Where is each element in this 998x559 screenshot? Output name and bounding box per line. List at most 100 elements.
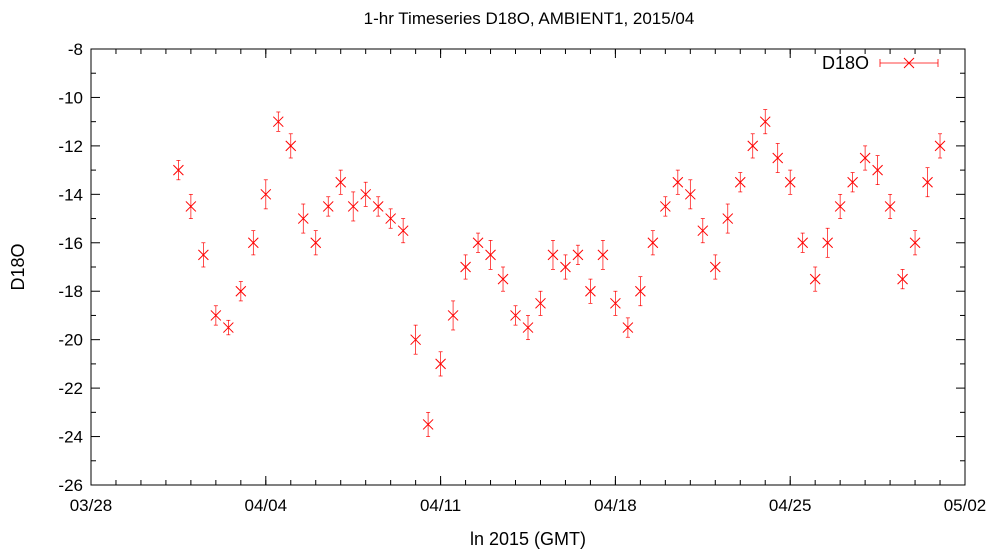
point-marker — [909, 237, 921, 249]
data-point — [672, 169, 684, 195]
data-point — [447, 300, 459, 331]
data-point — [422, 411, 434, 437]
point-marker — [322, 201, 334, 212]
data-point — [809, 266, 821, 292]
point-marker — [597, 249, 609, 261]
y-axis: -8 -10 -12 -14 -16 -18 -20 -22 -24 -26 — [58, 40, 965, 495]
legend: D18O — [822, 53, 939, 73]
y-tick-label: -14 — [58, 185, 83, 204]
data-point — [510, 305, 521, 326]
data-point — [622, 317, 634, 338]
legend-marker-d18o — [879, 57, 939, 69]
x-tick-label: 04/25 — [769, 496, 812, 515]
data-point — [260, 179, 272, 210]
point-marker — [672, 176, 684, 188]
plot-frame — [90, 48, 966, 486]
point-marker — [485, 249, 496, 261]
data-point — [647, 230, 659, 256]
legend-x — [903, 57, 915, 69]
point-marker — [173, 164, 184, 176]
point-marker — [510, 310, 521, 321]
y-tick-label: -24 — [58, 428, 83, 447]
point-marker — [847, 176, 858, 188]
x-axis: 03/28 04/04 04/11 04/18 04/25 05/02 — [70, 49, 986, 515]
point-marker — [809, 273, 821, 285]
point-marker — [435, 358, 446, 370]
data-point — [884, 193, 896, 219]
data-point — [185, 193, 197, 219]
data-point — [772, 143, 784, 173]
y-tick-label: -10 — [58, 88, 83, 107]
data-point — [198, 242, 209, 268]
data-point — [272, 111, 284, 132]
point-marker — [347, 201, 359, 212]
y-axis-label: D18O — [8, 243, 28, 290]
point-marker — [635, 285, 646, 297]
point-marker — [622, 322, 634, 333]
point-marker — [247, 237, 259, 249]
data-point — [335, 169, 347, 195]
point-marker — [759, 116, 771, 128]
point-marker — [697, 225, 709, 237]
chart-title: 1-hr Timeseries D18O, AMBIENT1, 2015/04 — [364, 9, 695, 28]
data-point — [173, 160, 184, 181]
data-point — [659, 196, 671, 217]
data-point — [697, 218, 709, 244]
point-marker — [372, 201, 384, 212]
point-marker — [310, 237, 322, 249]
data-point — [859, 145, 871, 171]
point-marker — [522, 322, 534, 333]
y-tick-label: -22 — [58, 379, 83, 398]
data-point — [297, 203, 309, 234]
data-point — [722, 203, 734, 234]
point-marker — [210, 310, 222, 321]
x-tick-label: 04/11 — [420, 496, 461, 515]
point-marker — [397, 225, 409, 237]
data-point — [610, 290, 621, 316]
point-marker — [747, 140, 759, 152]
data-point — [934, 133, 946, 159]
point-marker — [422, 419, 434, 430]
point-marker — [460, 261, 471, 273]
data-point — [747, 133, 759, 159]
y-tick-label: -18 — [58, 282, 83, 301]
point-marker — [647, 237, 659, 249]
point-marker — [260, 188, 272, 200]
point-marker — [572, 249, 584, 261]
data-point — [460, 254, 471, 280]
data-point — [585, 278, 596, 304]
x-tick-label: 04/18 — [594, 496, 637, 515]
point-marker — [410, 334, 421, 346]
point-marker — [722, 213, 734, 224]
data-point — [435, 351, 446, 377]
data-point — [410, 324, 421, 355]
point-marker — [610, 297, 621, 309]
plot-area-border — [90, 48, 966, 486]
x-tick-label: 03/28 — [70, 496, 113, 515]
point-marker — [272, 116, 284, 128]
data-point — [285, 133, 297, 159]
point-marker — [235, 285, 247, 297]
data-point — [222, 319, 234, 336]
point-marker — [897, 273, 908, 285]
data-point — [522, 315, 534, 341]
point-marker — [934, 140, 946, 152]
point-marker — [385, 213, 397, 224]
point-marker — [772, 152, 784, 164]
data-point — [560, 254, 571, 280]
data-point — [472, 232, 484, 253]
data-point — [784, 169, 796, 195]
data-point — [360, 181, 372, 207]
y-tick-label: -20 — [58, 331, 83, 350]
data-point — [347, 191, 359, 222]
point-marker — [360, 188, 372, 200]
data-point — [684, 179, 696, 210]
data-point — [322, 196, 334, 217]
data-point — [572, 244, 584, 265]
data-point — [310, 230, 322, 256]
data-point — [822, 227, 834, 258]
point-marker — [535, 297, 546, 309]
point-marker — [472, 237, 484, 249]
point-marker — [198, 249, 209, 261]
